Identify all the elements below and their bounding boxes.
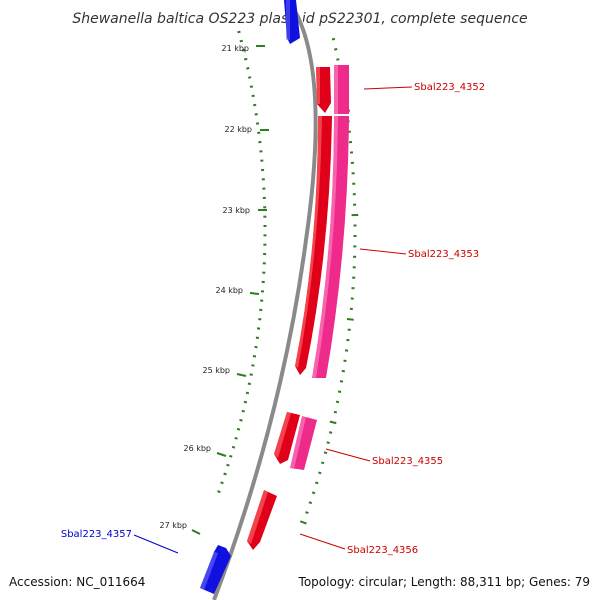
- ring-tick: [311, 491, 316, 495]
- kbp-tick-label: 21 kbp: [221, 44, 249, 53]
- ring-tick: [346, 318, 354, 321]
- ring-tick: [333, 410, 338, 414]
- gene-label-4357[interactable]: Sbal223_4357: [61, 529, 132, 540]
- kbp-tick: 24 kbp: [215, 286, 260, 295]
- ring-tick: [243, 400, 248, 404]
- kbp-tick-label: 25 kbp: [202, 366, 230, 375]
- ring-tick: [239, 418, 243, 422]
- kbp-tick: 22 kbp: [224, 125, 269, 134]
- gene-sbal223-4356[interactable]: [247, 490, 277, 550]
- kbp-tick: 25 kbp: [202, 366, 247, 377]
- kbp-tick-label: 23 kbp: [222, 206, 250, 215]
- gene-sbal223-4357[interactable]: [200, 545, 231, 594]
- ring-tick: [336, 58, 340, 61]
- ring-tick: [254, 345, 258, 349]
- ring-tick: [335, 400, 340, 404]
- ring-tick: [328, 431, 333, 434]
- ring-tick: [334, 48, 338, 51]
- ring-tick: [337, 390, 342, 393]
- ring-tick: [323, 451, 328, 455]
- ring-tick: [305, 511, 309, 515]
- ring-tick: [239, 39, 244, 43]
- gene-sbal223-4355-red[interactable]: [274, 412, 300, 464]
- gene-label-4356[interactable]: Sbal223_4356: [347, 545, 418, 556]
- ring-tick: [318, 471, 322, 475]
- ring-tick: [251, 364, 255, 367]
- gene-label-4353[interactable]: Sbal223_4353: [408, 249, 479, 260]
- ring-tick: [236, 427, 241, 431]
- ring-tick: [251, 94, 255, 98]
- kbp-tick-label: 22 kbp: [224, 125, 252, 134]
- kbp-tick-label: 24 kbp: [215, 286, 243, 295]
- ring-tick: [341, 369, 345, 373]
- ring-tick: [231, 445, 236, 449]
- ring-tick: [315, 481, 319, 485]
- ring-tick: [234, 436, 238, 440]
- gene-label-4352[interactable]: Sbal223_4352: [414, 82, 485, 93]
- ring-tick: [331, 37, 336, 41]
- kbp-tick: 21 kbp: [221, 44, 265, 53]
- ring-tick: [249, 85, 254, 88]
- ring-tick: [241, 409, 245, 413]
- ring-tick: [252, 355, 257, 358]
- ring-tick: [246, 67, 250, 70]
- ring-tick: [226, 463, 230, 467]
- kbp-ticks: 21 kbp 22 kbp 23 kbp 24 kbp 25 kbp 26 kb…: [159, 44, 269, 535]
- ring-tick: [247, 382, 252, 386]
- ring-tick: [249, 373, 253, 376]
- ring-tick: [223, 472, 227, 476]
- ring-tick: [217, 490, 221, 494]
- gene-label-4355[interactable]: Sbal223_4355: [372, 456, 443, 467]
- ring-tick: [308, 501, 313, 505]
- ring-tick: [245, 391, 250, 395]
- ring-tick: [241, 48, 246, 52]
- topology-text: Topology: circular; Length: 88,311 bp; G…: [298, 575, 590, 589]
- ring-tick: [329, 420, 337, 425]
- ring-tick: [244, 57, 248, 61]
- ring-tick: [229, 454, 233, 458]
- inner-tick-ring: [217, 30, 267, 494]
- ring-tick: [237, 30, 241, 34]
- ring-tick: [247, 76, 252, 79]
- ring-tick: [253, 103, 257, 107]
- ring-tick: [339, 380, 344, 383]
- kbp-tick-label: 27 kbp: [159, 521, 187, 530]
- accession-text: Accession: NC_011664: [9, 575, 145, 589]
- kbp-tick-label: 26 kbp: [183, 444, 211, 453]
- label-leaders: [133, 86, 413, 554]
- kbp-tick: 23 kbp: [222, 206, 267, 215]
- ring-tick: [299, 520, 307, 525]
- ring-tick: [321, 461, 325, 465]
- kbp-tick: 26 kbp: [183, 444, 227, 457]
- ring-tick: [220, 481, 224, 485]
- backbone-arc: [212, 0, 319, 600]
- ring-tick: [326, 441, 330, 444]
- gene-features: [200, 0, 349, 594]
- kbp-tick: 27 kbp: [159, 521, 201, 535]
